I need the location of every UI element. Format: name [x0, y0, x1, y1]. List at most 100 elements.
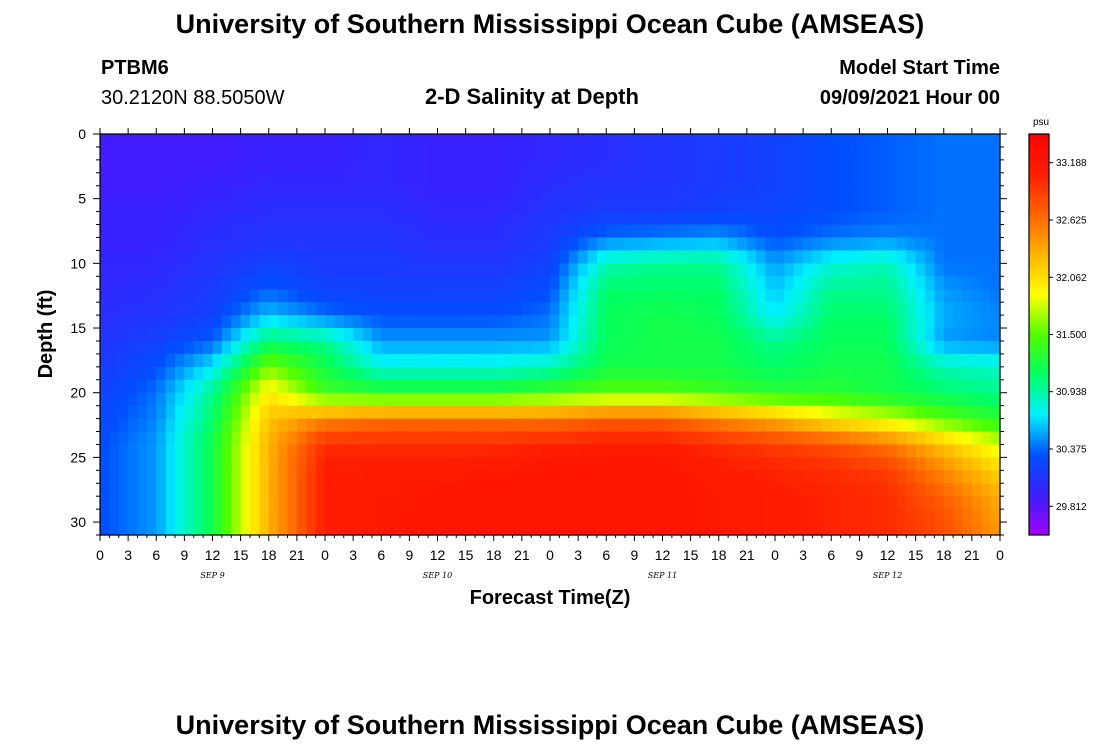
- heatmap-cell: [391, 276, 401, 290]
- heatmap-cell: [578, 134, 588, 148]
- heatmap-cell: [634, 509, 644, 523]
- heatmap-cell: [934, 147, 944, 161]
- heatmap-cell: [494, 354, 504, 368]
- heatmap-cell: [644, 315, 654, 329]
- heatmap-cell: [513, 393, 523, 407]
- heatmap-cell: [184, 250, 194, 264]
- heatmap-cell: [850, 509, 860, 523]
- heatmap-cell: [803, 225, 813, 239]
- heatmap-cell: [531, 483, 541, 497]
- heatmap-cell: [569, 134, 579, 148]
- heatmap-cell: [213, 432, 223, 446]
- heatmap-cell: [391, 237, 401, 251]
- heatmap-cell: [513, 341, 523, 355]
- heatmap-cell: [663, 432, 673, 446]
- heatmap-cell: [569, 522, 579, 536]
- heatmap-cell: [372, 289, 382, 303]
- heatmap-cell: [831, 315, 841, 329]
- heatmap-cell: [222, 134, 232, 148]
- heatmap-cell: [147, 328, 157, 342]
- heatmap-cell: [128, 315, 138, 329]
- heatmap-cell: [869, 444, 879, 458]
- heatmap-cell: [447, 276, 457, 290]
- heatmap-cell: [531, 147, 541, 161]
- heatmap-cell: [194, 328, 204, 342]
- heatmap-cell: [184, 147, 194, 161]
- heatmap-cell: [456, 186, 466, 200]
- heatmap-cell: [644, 393, 654, 407]
- heatmap-cell: [981, 483, 991, 497]
- heatmap-cell: [944, 186, 954, 200]
- heatmap-cell: [925, 522, 935, 536]
- heatmap-cell: [897, 354, 907, 368]
- heatmap-cell: [869, 160, 879, 174]
- heatmap-cell: [972, 470, 982, 484]
- heatmap-cell: [822, 199, 832, 213]
- heatmap-cell: [241, 160, 251, 174]
- heatmap-cell: [184, 483, 194, 497]
- heatmap-cell: [813, 432, 823, 446]
- heatmap-cell: [353, 289, 363, 303]
- heatmap-cell: [859, 212, 869, 226]
- heatmap-cell: [616, 432, 626, 446]
- heatmap-cell: [578, 328, 588, 342]
- heatmap-cell: [963, 302, 973, 316]
- heatmap-cell: [428, 522, 438, 536]
- heatmap-cell: [878, 432, 888, 446]
- heatmap-cell: [269, 496, 279, 510]
- heatmap-cell: [100, 302, 110, 316]
- heatmap-cell: [644, 470, 654, 484]
- heatmap-cell: [991, 315, 1001, 329]
- heatmap-cell: [916, 173, 926, 187]
- date-label: SEP 10: [423, 571, 452, 580]
- heatmap-cell: [559, 263, 569, 277]
- heatmap-cell: [803, 367, 813, 381]
- heatmap-cell: [747, 393, 757, 407]
- heatmap-cell: [569, 160, 579, 174]
- heatmap-cell: [306, 328, 316, 342]
- heatmap-cell: [391, 470, 401, 484]
- heatmap-cell: [813, 483, 823, 497]
- heatmap-cell: [175, 419, 185, 433]
- heatmap-cell: [363, 289, 373, 303]
- heatmap-cell: [569, 444, 579, 458]
- heatmap-cell: [850, 432, 860, 446]
- heatmap-cell: [738, 470, 748, 484]
- heatmap-cell: [756, 160, 766, 174]
- heatmap-cell: [859, 457, 869, 471]
- heatmap-cell: [700, 496, 710, 510]
- heatmap-cell: [419, 134, 429, 148]
- heatmap-cell: [822, 212, 832, 226]
- heatmap-cell: [869, 302, 879, 316]
- heatmap-cell: [184, 380, 194, 394]
- heatmap-cell: [634, 444, 644, 458]
- heatmap-cell: [916, 328, 926, 342]
- heatmap-cell: [175, 237, 185, 251]
- heatmap-cell: [803, 522, 813, 536]
- heatmap-cell: [634, 328, 644, 342]
- heatmap-cell: [503, 237, 513, 251]
- heatmap-cell: [916, 496, 926, 510]
- heatmap-cell: [109, 341, 119, 355]
- heatmap-cell: [175, 406, 185, 420]
- heatmap-cell: [653, 432, 663, 446]
- heatmap-cell: [100, 250, 110, 264]
- heatmap-cell: [916, 276, 926, 290]
- heatmap-cell: [700, 315, 710, 329]
- heatmap-cell: [363, 173, 373, 187]
- heatmap-cell: [803, 457, 813, 471]
- heatmap-cell: [597, 496, 607, 510]
- heatmap-cell: [991, 237, 1001, 251]
- heatmap-cell: [559, 432, 569, 446]
- heatmap-cell: [784, 380, 794, 394]
- heatmap-cell: [109, 509, 119, 523]
- heatmap-cell: [663, 199, 673, 213]
- heatmap-cell: [597, 263, 607, 277]
- heatmap-cell: [166, 483, 176, 497]
- heatmap-cell: [456, 393, 466, 407]
- heatmap-cell: [213, 367, 223, 381]
- heatmap-cell: [109, 496, 119, 510]
- heatmap-cell: [241, 276, 251, 290]
- heatmap-cell: [634, 225, 644, 239]
- heatmap-cell: [372, 160, 382, 174]
